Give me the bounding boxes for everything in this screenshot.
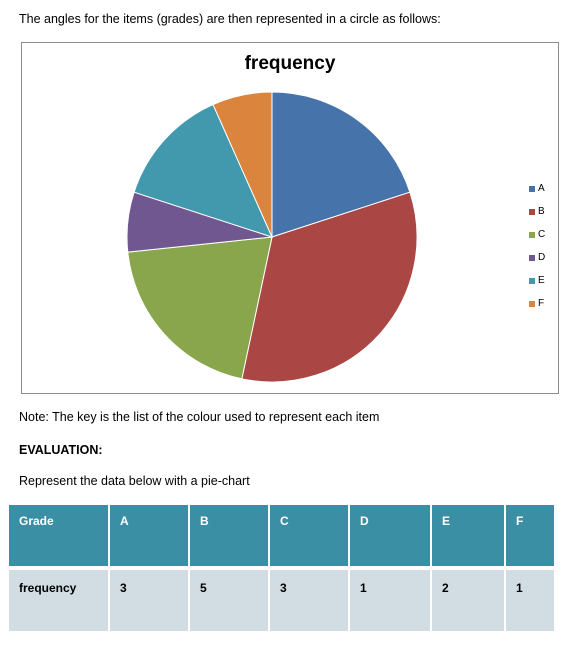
legend-item-b: B xyxy=(529,200,545,223)
header-cell-d: D xyxy=(349,505,432,568)
header-cell-a: A xyxy=(109,505,190,568)
legend-label: F xyxy=(538,298,545,309)
legend-label: B xyxy=(538,206,545,217)
header-cell-c: C xyxy=(269,505,350,568)
legend-label: D xyxy=(538,252,546,263)
row-label-frequency: frequency xyxy=(9,568,110,631)
evaluation-heading: EVALUATION: xyxy=(19,443,103,457)
pie-slice-c xyxy=(127,236,273,380)
legend-swatch xyxy=(529,277,535,284)
chart-title: frequency xyxy=(244,53,336,74)
pie-chart-svg xyxy=(126,91,418,383)
frequency-cell-f: 1 xyxy=(505,568,554,631)
header-cell-e: E xyxy=(431,505,506,568)
frequency-cell-c: 3 xyxy=(269,568,350,631)
legend-swatch xyxy=(529,300,535,307)
note-text: Note: The key is the list of the colour … xyxy=(19,410,380,424)
legend-label: A xyxy=(538,183,545,194)
pie-chart: frequency A B C D E F xyxy=(21,42,559,394)
instruction-text: Represent the data below with a pie-char… xyxy=(19,474,250,488)
table-header-row: Grade A B C D E F xyxy=(9,505,554,568)
grade-frequency-table: Grade A B C D E F frequency 3 5 3 1 2 1 xyxy=(9,505,554,631)
legend-item-a: A xyxy=(529,177,545,200)
pie-slice-b xyxy=(241,191,418,383)
legend-swatch xyxy=(529,208,535,215)
frequency-cell-e: 2 xyxy=(431,568,506,631)
legend-swatch xyxy=(529,185,535,192)
header-cell-f: F xyxy=(505,505,554,568)
legend-item-c: C xyxy=(529,223,545,246)
pie-slice-f xyxy=(212,91,273,238)
frequency-cell-d: 1 xyxy=(349,568,432,631)
header-cell-b: B xyxy=(189,505,270,568)
pie-slice-a xyxy=(271,91,411,238)
table-row: frequency 3 5 3 1 2 1 xyxy=(9,568,554,631)
chart-legend: A B C D E F xyxy=(529,177,545,315)
legend-swatch xyxy=(529,254,535,261)
legend-item-f: F xyxy=(529,292,545,315)
legend-label: C xyxy=(538,229,546,240)
header-cell-grade: Grade xyxy=(9,505,110,568)
legend-swatch xyxy=(529,231,535,238)
pie-slice-e xyxy=(133,103,273,238)
frequency-cell-b: 5 xyxy=(189,568,270,631)
frequency-cell-a: 3 xyxy=(109,568,190,631)
legend-item-d: D xyxy=(529,246,545,269)
intro-text: The angles for the items (grades) are th… xyxy=(19,12,441,26)
legend-label: E xyxy=(538,275,545,286)
legend-item-e: E xyxy=(529,269,545,292)
